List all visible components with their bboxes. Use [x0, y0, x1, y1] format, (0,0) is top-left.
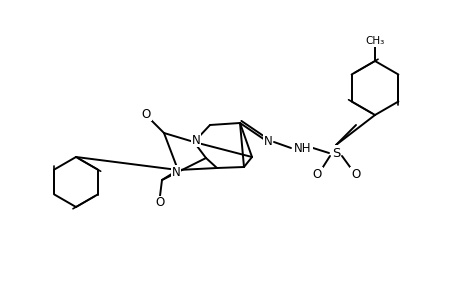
Text: N: N — [191, 134, 200, 146]
Text: O: O — [312, 167, 321, 181]
Text: O: O — [141, 107, 150, 121]
Text: CH₃: CH₃ — [364, 36, 384, 46]
Text: NH: NH — [294, 142, 311, 154]
Text: N: N — [263, 134, 272, 148]
Text: O: O — [155, 196, 164, 209]
Text: S: S — [331, 146, 340, 160]
Text: O: O — [351, 167, 360, 181]
Text: N: N — [171, 166, 180, 178]
